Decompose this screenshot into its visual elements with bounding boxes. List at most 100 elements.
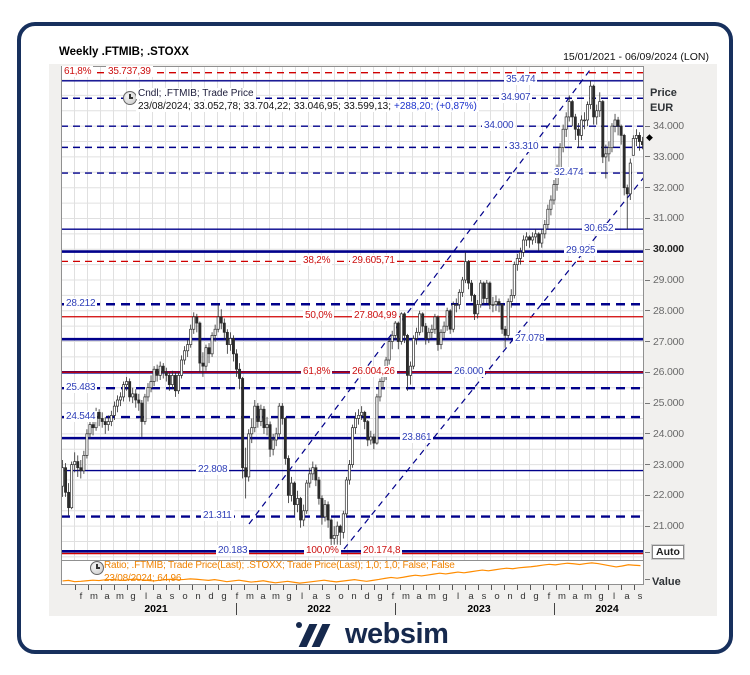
price-axis-title-price: Price xyxy=(650,87,677,99)
price-axis-tickmark xyxy=(645,187,650,189)
ratio-clock-icon xyxy=(90,561,104,575)
footer: websim xyxy=(0,612,750,675)
month-label: m xyxy=(246,591,254,602)
price-axis-tickmark xyxy=(645,464,650,466)
candle-legend[interactable]: Cndl; .FTMIB; Trade Price xyxy=(136,88,256,99)
year-label: 2024 xyxy=(595,603,619,615)
price-axis-tickmark xyxy=(645,371,650,373)
month-label: a xyxy=(312,591,318,602)
year-label: 2021 xyxy=(144,603,168,615)
time-axis-tickmark xyxy=(126,585,128,590)
ratio-line xyxy=(62,562,641,584)
time-axis-tickmark xyxy=(529,585,531,590)
chart-card: Weekly .FTMIB; .STOXX 15/01/2021 - 06/09… xyxy=(17,22,733,654)
price-axis-tick-label: 33.000 xyxy=(653,150,684,163)
month-label: m xyxy=(558,591,566,602)
date-range-label: 15/01/2021 - 06/09/2024 (LON) xyxy=(563,51,709,63)
month-label: m xyxy=(272,591,280,602)
month-label: l xyxy=(456,591,460,602)
trend-channel-line[interactable] xyxy=(343,175,646,550)
month-label: l xyxy=(300,591,304,602)
month-label: g xyxy=(130,591,136,602)
candle-legend-values[interactable]: 23/08/2024; 33.052,78; 33.704,22; 33.046… xyxy=(136,101,479,112)
main-plot-svg xyxy=(61,61,646,585)
clock-icon xyxy=(123,91,137,105)
price-axis-tickmark xyxy=(645,217,650,219)
year-label: 2022 xyxy=(307,603,331,615)
month-label: a xyxy=(624,591,630,602)
time-axis-tickmark xyxy=(308,585,310,590)
time-axis-tickmark xyxy=(152,585,154,590)
time-axis-tickmark xyxy=(243,585,245,590)
time-axis-tickmark xyxy=(217,585,219,590)
price-axis-tick-label: 24.000 xyxy=(653,427,684,440)
time-axis-tickmark xyxy=(321,585,323,590)
month-label: m xyxy=(428,591,436,602)
axis-tickmark xyxy=(645,552,650,553)
time-axis-tickmark xyxy=(360,585,362,590)
year-separator xyxy=(395,603,396,615)
time-axis-tickmark xyxy=(412,585,414,590)
month-label: s xyxy=(325,591,331,602)
month-label: g xyxy=(221,591,227,602)
websim-logo-text: websim xyxy=(345,618,449,650)
plot-area xyxy=(61,61,646,585)
time-axis-tickmark xyxy=(425,585,427,590)
time-axis-tickmark xyxy=(100,585,102,590)
price-axis-tickmark xyxy=(645,402,650,404)
price-axis-tick-label: 32.000 xyxy=(653,181,684,194)
price-axis-tickmark xyxy=(645,125,650,127)
month-label: d xyxy=(520,591,526,602)
price-axis-tick-label: 30.000 xyxy=(653,243,684,256)
price-axis-tick-label: 34.000 xyxy=(653,120,684,133)
time-axis-tickmark xyxy=(555,585,557,590)
month-label: s xyxy=(481,591,487,602)
time-axis-tickmark xyxy=(607,585,609,590)
month-label: g xyxy=(377,591,383,602)
month-label: a xyxy=(572,591,578,602)
month-label: m xyxy=(116,591,124,602)
candle-legend-ohlc: 23/08/2024; 33.052,78; 33.704,22; 33.046… xyxy=(138,101,392,112)
month-label: o xyxy=(338,591,344,602)
month-label: g xyxy=(442,591,448,602)
month-label: l xyxy=(612,591,616,602)
time-axis-tickmark xyxy=(191,585,193,590)
time-axis-tickmark xyxy=(269,585,271,590)
time-axis-tickmark xyxy=(334,585,336,590)
price-axis-tick-label: 27.000 xyxy=(653,335,684,348)
month-label: g xyxy=(533,591,539,602)
time-axis-tickmark xyxy=(282,585,284,590)
month-label: l xyxy=(144,591,148,602)
auto-button[interactable]: Auto xyxy=(651,544,685,560)
month-label: d xyxy=(208,591,214,602)
month-label: n xyxy=(507,591,513,602)
value-axis-label: Value xyxy=(652,576,681,586)
websim-logo-icon xyxy=(295,622,341,650)
price-axis-tick-label: 31.000 xyxy=(653,212,684,225)
ratio-legend[interactable]: Ratio; .FTMIB; Trade Price(Last); .STOXX… xyxy=(104,560,455,571)
month-label: s xyxy=(169,591,175,602)
logo-dot xyxy=(296,622,302,628)
time-axis-tickmark xyxy=(74,585,76,590)
time-axis-tickmark xyxy=(516,585,518,590)
time-axis-tickmark xyxy=(464,585,466,590)
month-label: a xyxy=(156,591,162,602)
time-axis-tickmark xyxy=(399,585,401,590)
price-axis-tickmark xyxy=(645,494,650,496)
time-axis-tickmark xyxy=(581,585,583,590)
axis-tickmark xyxy=(645,579,650,580)
month-label: m xyxy=(90,591,98,602)
month-label: g xyxy=(286,591,292,602)
time-axis-tickmark xyxy=(113,585,115,590)
trend-channel-line[interactable] xyxy=(248,61,597,525)
month-label: s xyxy=(637,591,643,602)
time-axis-tickmark xyxy=(620,585,622,590)
price-grid xyxy=(61,66,644,560)
time-axis-tickmark xyxy=(256,585,258,590)
price-axis-tick-label: 29.000 xyxy=(653,274,684,286)
price-axis-tickmark xyxy=(645,433,650,435)
time-axis-tickmark xyxy=(165,585,167,590)
price-axis-tick-label: 28.000 xyxy=(653,304,684,317)
time-axis-tickmark xyxy=(477,585,479,590)
